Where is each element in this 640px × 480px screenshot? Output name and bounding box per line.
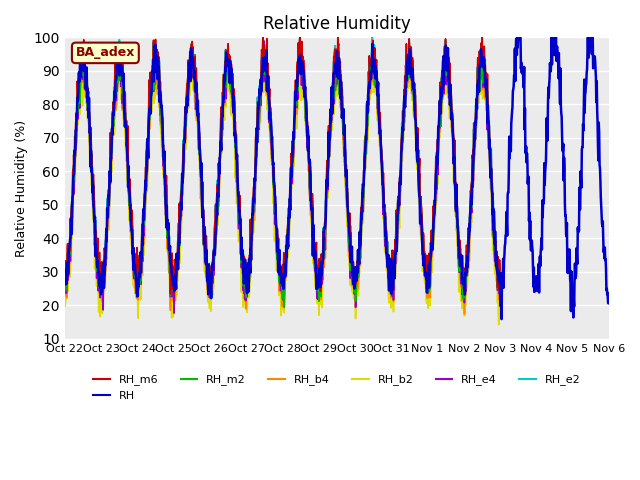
Text: BA_adex: BA_adex bbox=[76, 47, 135, 60]
Legend: RH_m6, RH, RH_m2, RH_b4, RH_b2, RH_e4, RH_e2: RH_m6, RH, RH_m2, RH_b4, RH_b2, RH_e4, R… bbox=[89, 370, 585, 406]
Title: Relative Humidity: Relative Humidity bbox=[263, 15, 411, 33]
Y-axis label: Relative Humidity (%): Relative Humidity (%) bbox=[15, 120, 28, 256]
